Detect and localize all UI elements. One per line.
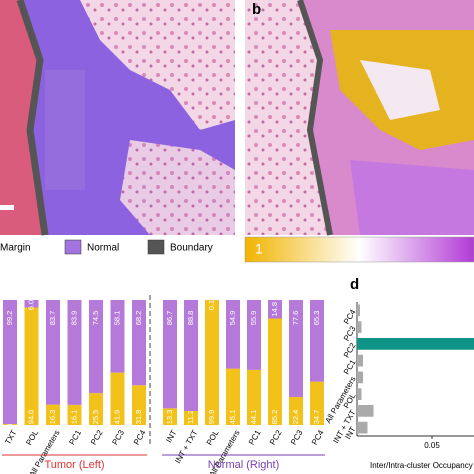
value-label: 31.8 (134, 410, 143, 425)
value-label: 58.1 (112, 311, 121, 326)
bar-segment (310, 381, 324, 425)
panel-label: b (252, 1, 261, 18)
panel-label: d (350, 276, 359, 293)
value-label: 34.7 (312, 410, 321, 425)
bar-segment (268, 300, 282, 319)
bar-segment (89, 300, 103, 394)
y-tick-label: PC3 (342, 324, 358, 342)
panel-a-image (0, 0, 235, 236)
bar-segment (46, 300, 60, 405)
x-tick-label: 0.05 (424, 441, 440, 450)
bar (357, 321, 362, 333)
legend-label: Normal (87, 243, 119, 254)
panel-b-image: b (245, 0, 474, 236)
value-label: 6.0 (26, 300, 35, 310)
bar-segment (110, 300, 125, 373)
bar (357, 421, 368, 434)
legend-label: Boundary (170, 243, 213, 254)
x-tick-label: PC3 (110, 428, 126, 446)
value-label: 74.5 (91, 311, 100, 326)
value-label: 83.7 (48, 311, 57, 326)
bar (357, 354, 363, 367)
value-label: 14.8 (270, 302, 279, 317)
value-label: 0.1 (207, 300, 216, 310)
colorbar (244, 236, 474, 263)
bar-segment (247, 300, 261, 370)
bar-segment (289, 300, 303, 397)
legend-swatch (64, 239, 82, 255)
bar-segment (310, 300, 324, 382)
bar-segment (184, 300, 198, 411)
legend-label: Margin (0, 243, 31, 254)
x-tick-label: PC2 (89, 428, 105, 446)
bar-segment (46, 404, 60, 425)
x-tick-label: POL (24, 428, 40, 447)
bar (357, 304, 360, 317)
x-tick-label: PC4 (132, 428, 148, 446)
bar-segment (268, 318, 282, 425)
x-axis-label: Inter/Intra-cluster Occupancy (370, 461, 473, 470)
bar-segment (132, 300, 146, 386)
bar (357, 371, 363, 384)
value-label: 44.1 (249, 410, 258, 425)
value-label: 16.1 (69, 410, 78, 425)
bar (357, 338, 474, 350)
y-tick-label: PC2 (342, 341, 358, 359)
value-label: 68.2 (134, 311, 143, 326)
value-label: 86.7 (165, 311, 174, 326)
bar-segment (67, 404, 82, 425)
value-label: 54.9 (228, 311, 237, 326)
bar-segment (163, 300, 177, 409)
legend-swatch (147, 239, 165, 255)
value-label: 94.0 (26, 410, 35, 425)
value-label: 85.2 (270, 410, 279, 425)
bar-segment (24, 300, 39, 308)
value-label: 13.3 (165, 410, 174, 425)
y-tick-label: PC1 (342, 358, 358, 376)
group-label: Normal (Right) (208, 459, 280, 471)
x-tick-label: PC1 (67, 428, 83, 446)
value-label: 41.9 (112, 410, 121, 425)
bar-segment (3, 300, 17, 424)
bar-segment (110, 372, 125, 425)
bar-segment (132, 385, 146, 425)
value-label: 99.2 (5, 311, 14, 326)
x-tick-label: INT (164, 428, 178, 444)
value-label: 99.9 (207, 410, 216, 425)
bar-segment (3, 424, 17, 425)
bar-segment (289, 397, 303, 425)
x-tick-label: POL (205, 428, 221, 447)
bar-segment (163, 408, 177, 425)
bar-segment (24, 307, 39, 425)
value-label: 25.5 (91, 410, 100, 425)
value-label: 77.6 (291, 311, 300, 326)
bar (357, 405, 374, 417)
colorbar-label: 1 (255, 241, 263, 257)
bar (357, 388, 362, 400)
y-tick-label: PC4 (342, 307, 358, 325)
x-tick-label: PC2 (268, 428, 284, 446)
bar-segment (247, 369, 261, 425)
value-label: 88.8 (186, 311, 195, 326)
bar-segment (226, 300, 240, 369)
x-tick-label: PC1 (247, 428, 263, 446)
value-label: 83.9 (69, 311, 78, 326)
x-tick-label: PC4 (310, 428, 326, 446)
value-label: 55.9 (249, 311, 258, 326)
value-label: 22.4 (291, 410, 300, 425)
bar-segment (89, 393, 103, 425)
value-label: 16.3 (48, 410, 57, 425)
value-label: 65.3 (312, 311, 321, 326)
value-label: 11.2 (186, 410, 195, 424)
bar-segment (226, 368, 240, 425)
x-tick-label: PC3 (289, 428, 305, 446)
group-label: Tumor (Left) (44, 459, 104, 471)
value-label: 0.8 (5, 424, 14, 434)
value-label: 45.1 (228, 410, 237, 425)
bar-segment (184, 411, 198, 425)
bar-segment (67, 300, 82, 405)
bar-segment (205, 300, 219, 425)
